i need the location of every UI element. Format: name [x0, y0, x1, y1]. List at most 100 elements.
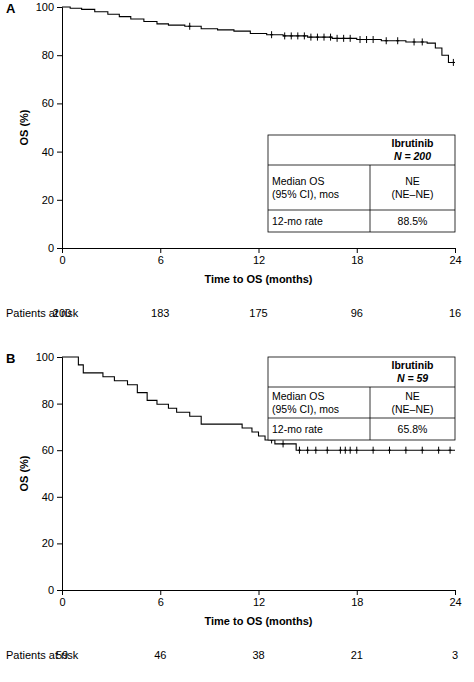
- censor-bar: [385, 40, 388, 41]
- censor-mark: [344, 447, 347, 454]
- legend-rule: [268, 210, 455, 211]
- tick-mark: [57, 103, 62, 104]
- risk-label: Patients at risk: [6, 649, 79, 661]
- censor-mark: [270, 31, 273, 38]
- axis-line: [63, 591, 456, 596]
- censor-tick: [327, 447, 328, 454]
- legend-table: IbrutinibN = 59Median OS(95% CI), mosNE(…: [268, 357, 455, 440]
- censor-tick: [340, 447, 341, 454]
- tick: 18: [351, 248, 363, 266]
- censor-tick: [356, 447, 357, 454]
- censor-mark: [349, 447, 352, 454]
- tick-label: 0: [48, 242, 54, 254]
- tick-label: 60: [42, 97, 54, 109]
- tick-label: 100: [36, 1, 54, 13]
- y-axis: 020406080100: [36, 351, 63, 596]
- censor-bar: [449, 450, 452, 451]
- tick: 0: [48, 242, 62, 254]
- tick-mark: [57, 543, 62, 544]
- legend-header: Ibrutinib: [392, 359, 434, 371]
- tick-mark: [57, 590, 62, 591]
- censor-tick: [386, 37, 387, 44]
- censor-mark: [296, 32, 299, 39]
- censor-bar: [413, 41, 416, 42]
- censor-tick: [450, 447, 451, 454]
- censor-mark: [437, 447, 440, 454]
- censor-mark: [303, 32, 306, 39]
- legend-cell: (95% CI), mos: [272, 188, 339, 200]
- censor-tick: [315, 447, 316, 454]
- tick: 20: [42, 194, 62, 206]
- censor-tick: [405, 447, 406, 454]
- tick-label: 24: [449, 254, 461, 266]
- censor-bar: [349, 38, 352, 39]
- censor-tick: [343, 35, 344, 42]
- censor-mark: [314, 447, 317, 454]
- censor-bar: [372, 39, 375, 40]
- tick-mark: [57, 248, 62, 249]
- censor-mark: [385, 37, 388, 44]
- censor-bar: [282, 443, 285, 444]
- censor-tick: [297, 32, 298, 39]
- censor-mark: [188, 23, 191, 30]
- tick-label: 40: [42, 491, 54, 503]
- censor-mark: [316, 34, 319, 41]
- censor-mark: [355, 447, 358, 454]
- censor-mark: [359, 36, 362, 43]
- tick-label: 24: [449, 596, 461, 608]
- censor-tick: [422, 38, 423, 45]
- legend-cell: 65.8%: [398, 423, 428, 435]
- tick-mark: [57, 450, 62, 451]
- tick: 18: [351, 590, 363, 608]
- censor-tick: [299, 447, 300, 454]
- censor-tick: [366, 36, 367, 43]
- censor-bar: [421, 41, 424, 42]
- risk-count: 46: [154, 649, 166, 661]
- censor-tick: [189, 23, 190, 30]
- tick-label: 0: [59, 254, 65, 266]
- legend-cell: (NE–NE): [391, 403, 433, 415]
- tick-label: 60: [42, 444, 54, 456]
- tick-mark: [160, 590, 161, 595]
- tick-label: 80: [42, 49, 54, 61]
- censor-mark: [349, 35, 352, 42]
- tick: 40: [42, 491, 62, 503]
- censor-tick: [330, 34, 331, 41]
- tick: 20: [42, 537, 62, 549]
- risk-count: 21: [351, 649, 363, 661]
- figure: A06121824020406080100Time to OS (months)…: [0, 0, 474, 682]
- censor-tick: [284, 32, 285, 39]
- y-axis: 020406080100: [36, 1, 63, 254]
- tick: 60: [42, 444, 62, 456]
- censor-mark: [282, 440, 285, 447]
- tick-mark: [57, 55, 62, 56]
- plot-area: [62, 7, 455, 66]
- tick-label: 0: [59, 596, 65, 608]
- censor-mark: [372, 447, 375, 454]
- legend-cell: 12-mo rate: [272, 423, 323, 435]
- censor-tick: [422, 447, 423, 454]
- tick-mark: [455, 248, 456, 253]
- censor-bar: [452, 62, 455, 63]
- censor-bar: [314, 450, 317, 451]
- censor-tick: [373, 36, 374, 43]
- tick-mark: [57, 404, 62, 405]
- risk-count: 59: [56, 649, 68, 661]
- legend-cell: NE: [405, 175, 420, 187]
- censor-bar: [365, 39, 368, 40]
- tick-mark: [455, 590, 456, 595]
- panel: A06121824020406080100Time to OS (months)…: [6, 1, 462, 319]
- censor-tick: [350, 35, 351, 42]
- censor-tick: [345, 447, 346, 454]
- y-axis-title: OS (%): [18, 455, 30, 491]
- censor-bar: [316, 37, 319, 38]
- axis-line: [57, 358, 63, 591]
- censor-mark: [298, 447, 301, 454]
- censor-mark: [413, 38, 416, 45]
- tick-mark: [57, 497, 62, 498]
- legend-box: [268, 135, 455, 232]
- censor-mark: [306, 447, 309, 454]
- legend-cell: Median OS: [272, 390, 325, 402]
- censor-tick: [283, 440, 284, 447]
- censor-bar: [336, 38, 339, 39]
